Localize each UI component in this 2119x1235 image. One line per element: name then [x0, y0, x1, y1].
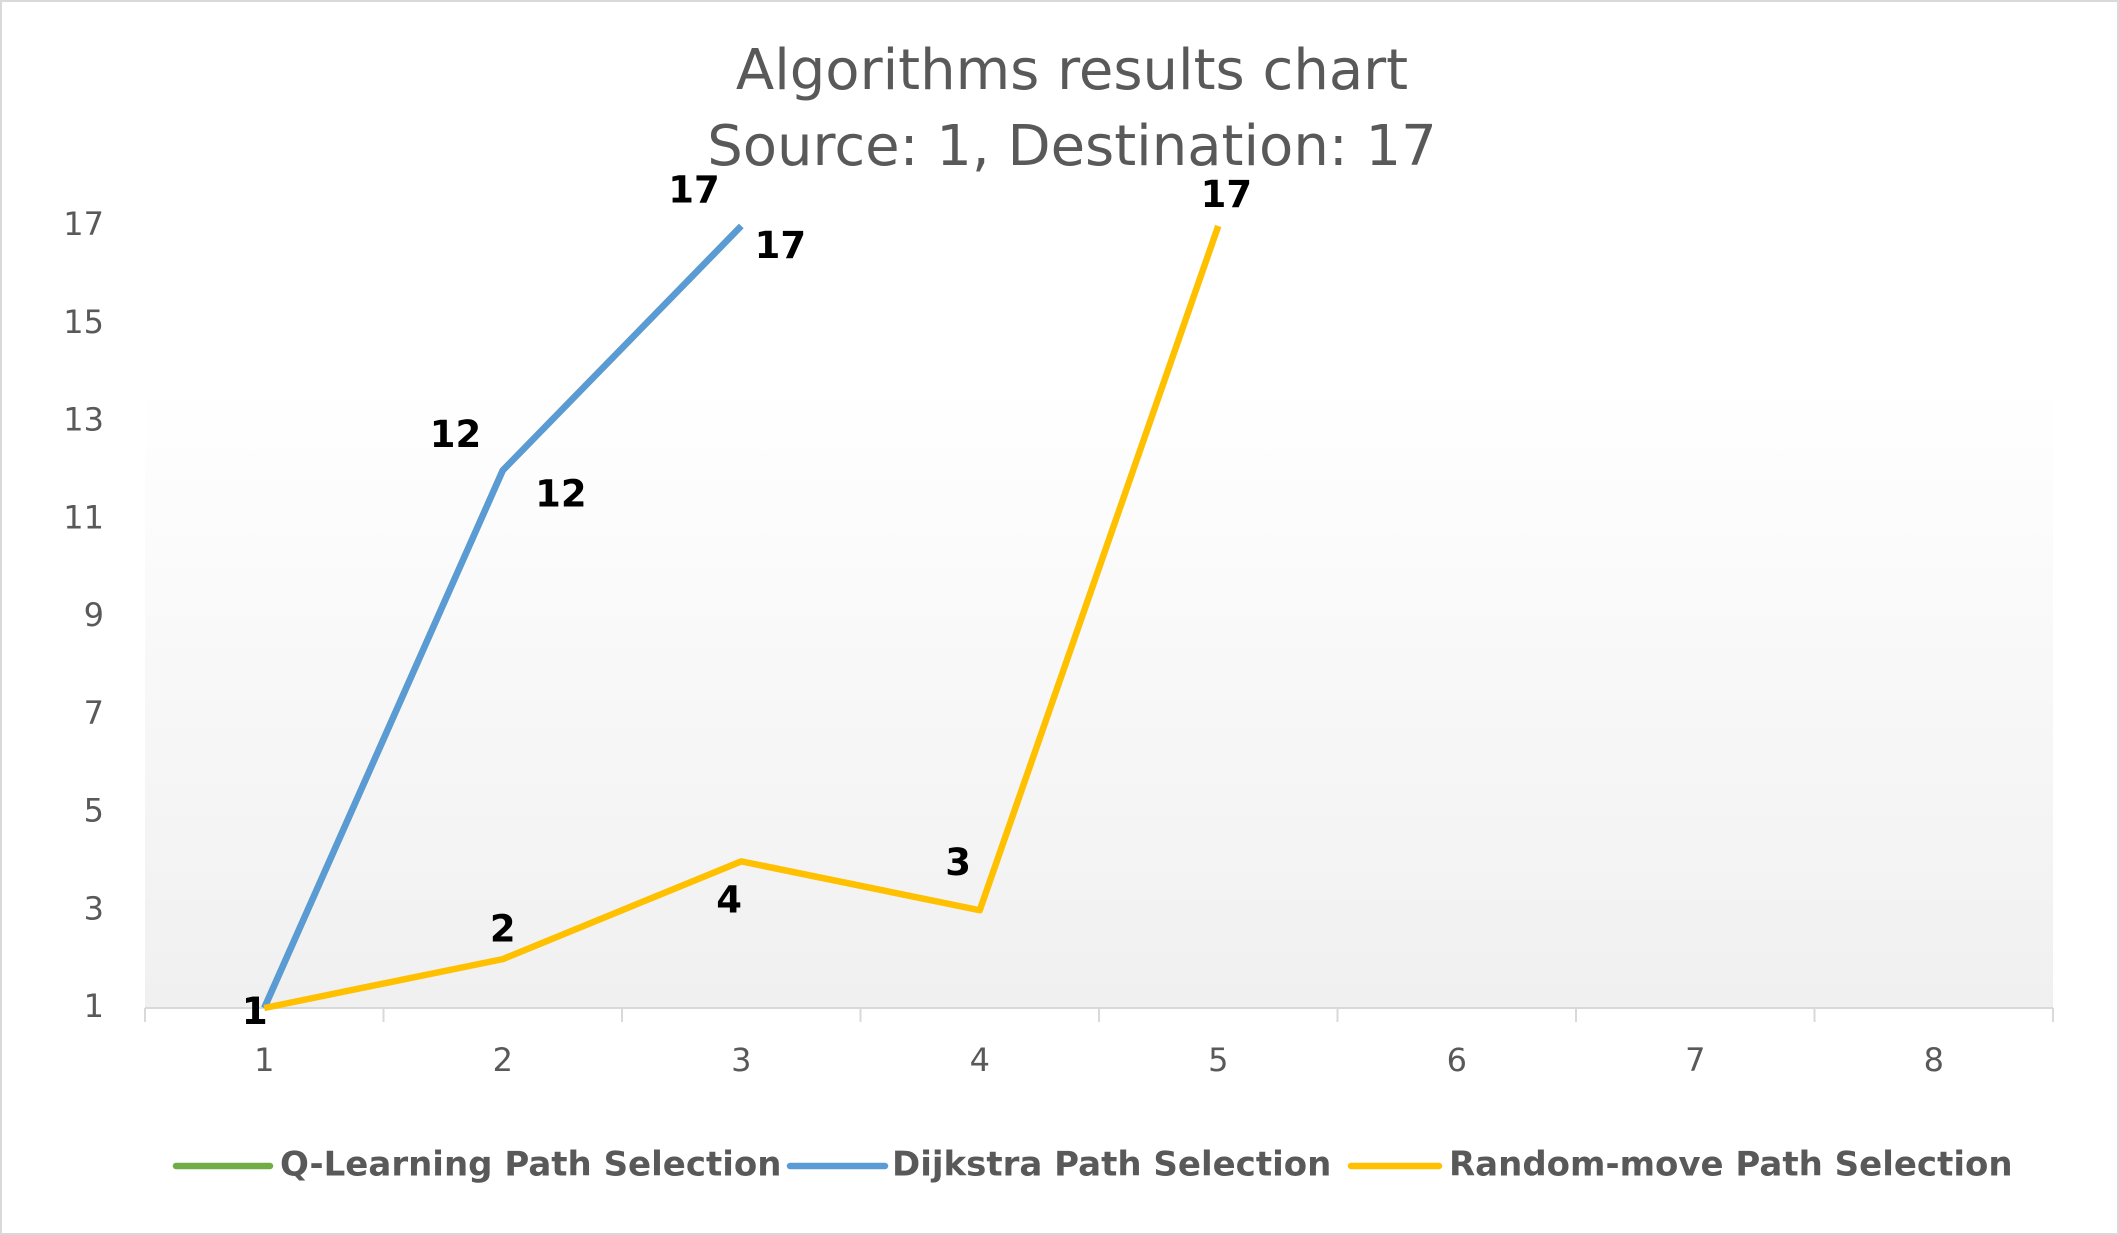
- data-label: 17: [1201, 173, 1253, 216]
- x-tick-label: 3: [731, 1041, 751, 1079]
- data-label: 1: [242, 990, 268, 1033]
- data-label: 12: [430, 413, 482, 456]
- x-tick-label: 2: [493, 1041, 513, 1079]
- y-tick-label: 9: [84, 596, 104, 634]
- y-tick-label: 7: [84, 694, 104, 732]
- data-label: 4: [716, 878, 742, 921]
- y-tick-label: 17: [63, 205, 104, 243]
- y-tick-label: 3: [84, 889, 104, 927]
- x-tick-label: 1: [254, 1041, 274, 1079]
- x-tick-label: 6: [1447, 1041, 1467, 1079]
- legend-label: Q-Learning Path Selection: [280, 1145, 781, 1185]
- y-tick-label: 11: [63, 498, 104, 536]
- series-line: [263, 224, 1222, 1012]
- legend-label: Dijkstra Path Selection: [892, 1145, 1331, 1185]
- y-tick-label: 15: [63, 303, 104, 341]
- data-label: 17: [755, 224, 807, 267]
- chart-subtitle: Source: 1, Destination: 17: [707, 114, 1437, 179]
- y-tick-label: 5: [84, 792, 104, 830]
- data-label: 1: [242, 990, 268, 1033]
- data-label: 1: [242, 990, 268, 1033]
- data-label: 17: [668, 169, 720, 212]
- series-line: [261, 223, 744, 1010]
- legend-label: Random-move Path Selection: [1449, 1145, 2013, 1185]
- plot-area: [145, 226, 2053, 1008]
- x-tick-label: 7: [1685, 1041, 1705, 1079]
- data-label: 2: [490, 907, 516, 950]
- x-tick-label: 4: [970, 1041, 990, 1079]
- x-tick-label: 8: [1924, 1041, 1944, 1079]
- data-label: 3: [945, 841, 971, 884]
- data-label: 12: [535, 473, 587, 516]
- chart-title: Algorithms results chart: [736, 38, 1408, 103]
- y-tick-label: 13: [63, 401, 104, 439]
- y-tick-label: 1: [84, 987, 104, 1025]
- x-tick-label: 5: [1208, 1041, 1228, 1079]
